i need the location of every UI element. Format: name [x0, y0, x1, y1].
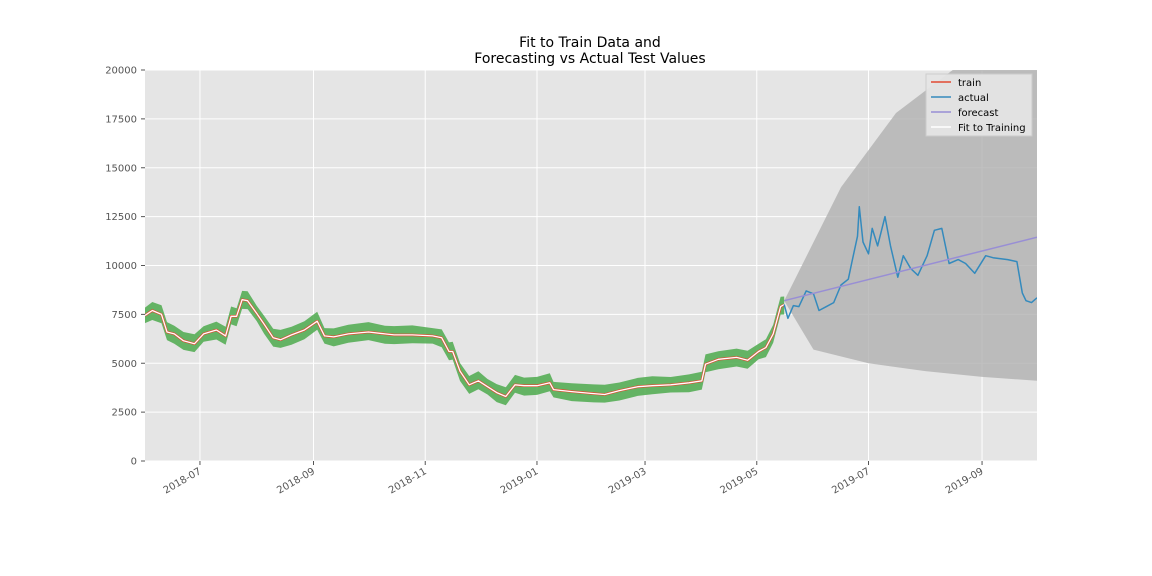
chart-title-line-1: Fit to Train Data and	[519, 35, 661, 51]
legend: train actual forecast Fit to Training	[925, 73, 1033, 137]
y-tick-label: 7500	[112, 310, 137, 321]
x-tick-label: 2019-05	[719, 466, 761, 496]
forecast-interval	[784, 70, 1037, 381]
y-tick-label: 20000	[105, 66, 137, 77]
y-tick-label: 10000	[105, 261, 137, 272]
y-tick-label: 15000	[105, 163, 137, 174]
y-tick-label: 0	[131, 457, 137, 468]
x-tick-label: 2019-07	[830, 466, 872, 496]
series-lines	[145, 206, 1037, 398]
x-tick-label: 2018-07	[162, 466, 204, 496]
chart-title-line-2: Forecasting vs Actual Test Values	[474, 51, 705, 67]
x-tick-label: 2018-09	[275, 466, 317, 496]
series-line-actual	[783, 206, 1037, 320]
y-axis-ticks: 0 2500 5000 7500 10000 12500 15000 17500 20000	[105, 66, 145, 468]
y-tick-label: 17500	[105, 114, 137, 125]
y-tick-label: 2500	[112, 408, 137, 419]
legend-label-train: train	[958, 78, 981, 89]
y-tick-label: 5000	[112, 359, 137, 370]
legend-label-actual: actual	[958, 93, 989, 104]
x-tick-label: 2019-09	[944, 466, 986, 496]
x-axis-ticks: 2018-07 2018-09 2018-11 2019-01 2019-03 2019-…	[162, 461, 986, 496]
legend-box	[925, 73, 1033, 137]
fit-confidence-band	[145, 290, 785, 406]
grid-lines	[145, 69, 1037, 462]
legend-label-forecast: forecast	[958, 108, 999, 119]
y-tick-label: 12500	[105, 212, 137, 223]
series-line-forecast	[784, 236, 1037, 302]
x-tick-label: 2019-03	[607, 466, 649, 496]
series-line-fit-to-training	[145, 299, 785, 398]
legend-label-fit: Fit to Training	[958, 123, 1026, 134]
x-tick-label: 2018-11	[387, 466, 429, 496]
x-tick-label: 2019-01	[499, 466, 541, 496]
